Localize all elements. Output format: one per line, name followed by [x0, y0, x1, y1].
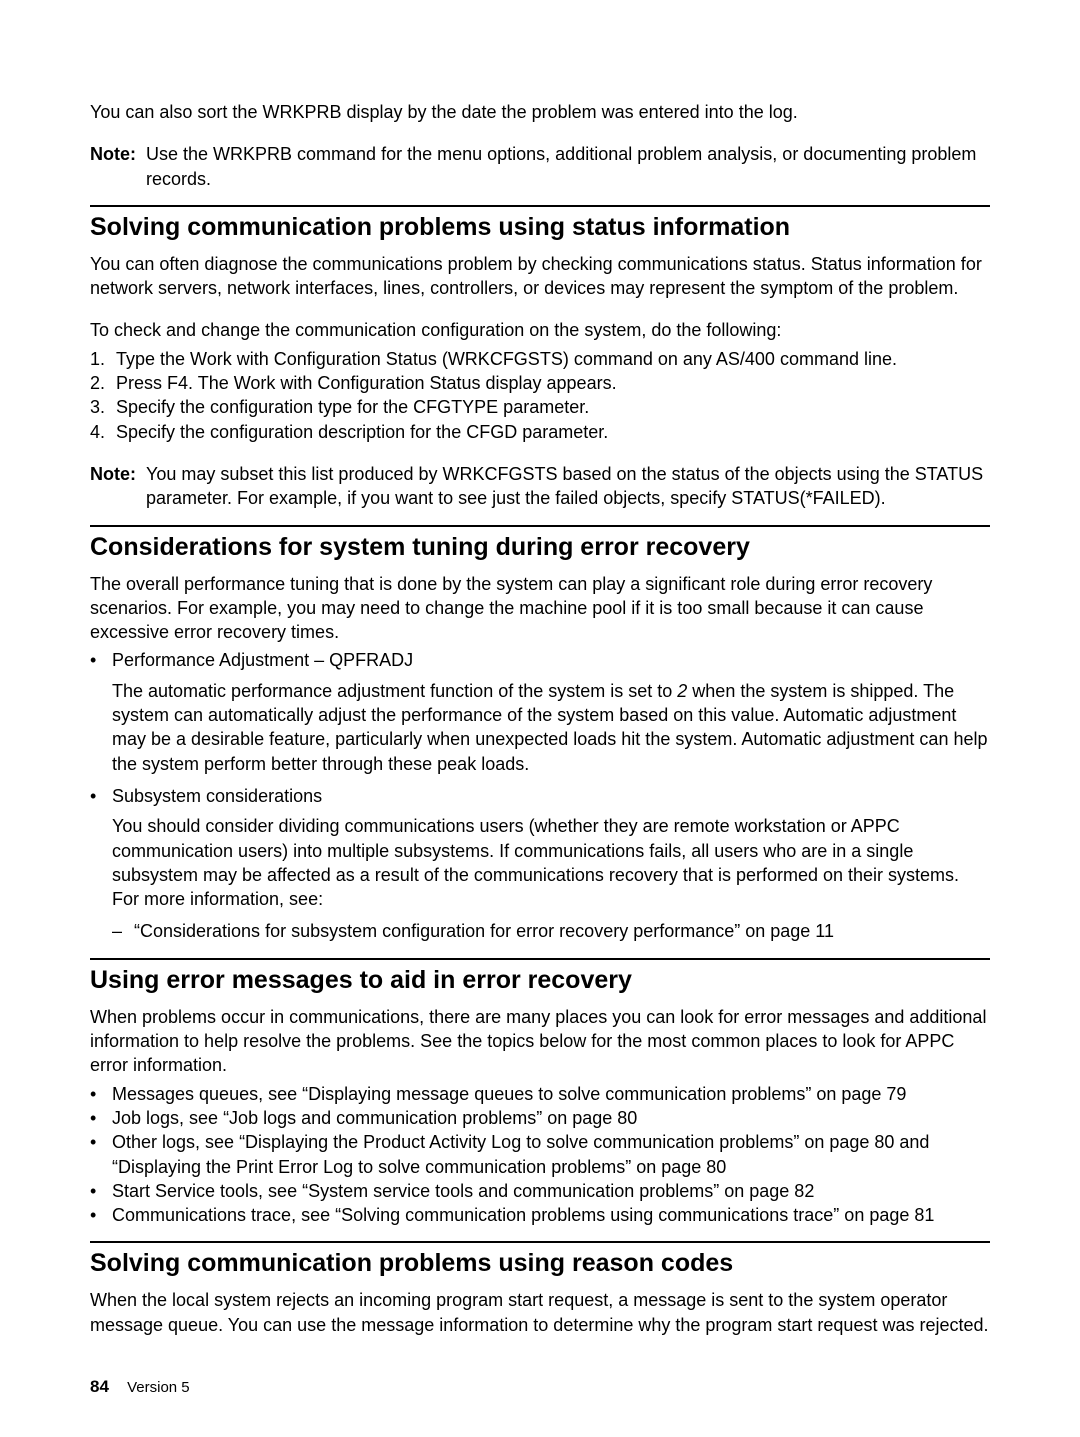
- note-label: Note:: [90, 142, 146, 191]
- note-block-1: Note: Use the WRKPRB command for the men…: [90, 142, 990, 191]
- section-heading: Solving communication problems using rea…: [90, 1249, 990, 1278]
- section2-para1: The overall performance tuning that is d…: [90, 572, 990, 645]
- list-item: 3.Specify the configuration type for the…: [90, 395, 990, 419]
- list-item: • Performance Adjustment – QPFRADJ: [90, 648, 990, 672]
- list-item: 1.Type the Work with Configuration Statu…: [90, 347, 990, 371]
- list-text: Specify the configuration description fo…: [116, 420, 608, 444]
- footer-text: Version 5: [127, 1379, 190, 1396]
- cross-ref: Job logs, see “Job logs and communicatio…: [112, 1106, 990, 1130]
- list-item: 2.Press F4. The Work with Configuration …: [90, 371, 990, 395]
- section-rule: [90, 205, 990, 207]
- list-item: •Other logs, see “Displaying the Product…: [90, 1130, 990, 1179]
- bullet-icon: •: [90, 784, 112, 808]
- section4-para1: When the local system rejects an incomin…: [90, 1288, 990, 1337]
- section-rule: [90, 1241, 990, 1243]
- list-number: 3.: [90, 395, 116, 419]
- list-item: •Start Service tools, see “System servic…: [90, 1179, 990, 1203]
- list-item: •Job logs, see “Job logs and communicati…: [90, 1106, 990, 1130]
- page: You can also sort the WRKPRB display by …: [0, 0, 1080, 1437]
- page-number: 84: [90, 1377, 109, 1396]
- section-rule: [90, 958, 990, 960]
- list-text: Subsystem considerations: [112, 784, 990, 808]
- emphasis: 2: [677, 681, 687, 701]
- note-body: You may subset this list produced by WRK…: [146, 462, 990, 511]
- list-number: 2.: [90, 371, 116, 395]
- section1-para1: You can often diagnose the communication…: [90, 252, 990, 301]
- list-item: • Subsystem considerations: [90, 784, 990, 808]
- list-item: •Messages queues, see “Displaying messag…: [90, 1082, 990, 1106]
- bullet-list: • Performance Adjustment – QPFRADJ The a…: [90, 648, 990, 943]
- note-block-2: Note: You may subset this list produced …: [90, 462, 990, 511]
- section-heading: Solving communication problems using sta…: [90, 213, 990, 242]
- body-pre: The automatic performance adjustment fun…: [112, 681, 677, 701]
- list-text: Type the Work with Configuration Status …: [116, 347, 897, 371]
- list-item-body: You should consider dividing communicati…: [112, 814, 990, 911]
- cross-ref: Communications trace, see “Solving commu…: [112, 1203, 990, 1227]
- section-heading: Using error messages to aid in error rec…: [90, 966, 990, 995]
- list-text: Performance Adjustment – QPFRADJ: [112, 648, 990, 672]
- note-label: Note:: [90, 462, 146, 511]
- list-text: Specify the configuration type for the C…: [116, 395, 589, 419]
- bullet-icon: •: [90, 1106, 112, 1130]
- sub-list-item: – “Considerations for subsystem configur…: [112, 919, 990, 943]
- cross-ref: Start Service tools, see “System service…: [112, 1179, 990, 1203]
- cross-ref: Messages queues, see “Displaying message…: [112, 1082, 990, 1106]
- section-rule: [90, 525, 990, 527]
- bullet-list: •Messages queues, see “Displaying messag…: [90, 1082, 990, 1228]
- bullet-icon: •: [90, 1179, 112, 1203]
- list-item: •Communications trace, see “Solving comm…: [90, 1203, 990, 1227]
- list-number: 4.: [90, 420, 116, 444]
- list-item: 4.Specify the configuration description …: [90, 420, 990, 444]
- ordered-list: 1.Type the Work with Configuration Statu…: [90, 347, 990, 444]
- page-footer: 84 Version 5: [90, 1377, 990, 1397]
- list-number: 1.: [90, 347, 116, 371]
- section1-para2: To check and change the communication co…: [90, 318, 990, 342]
- bullet-icon: •: [90, 648, 112, 672]
- section3-para1: When problems occur in communications, t…: [90, 1005, 990, 1078]
- section-heading: Considerations for system tuning during …: [90, 533, 990, 562]
- list-item-body: The automatic performance adjustment fun…: [112, 679, 990, 776]
- intro-paragraph: You can also sort the WRKPRB display by …: [90, 100, 990, 124]
- bullet-icon: •: [90, 1130, 112, 1179]
- bullet-icon: •: [90, 1082, 112, 1106]
- list-text: Press F4. The Work with Configuration St…: [116, 371, 617, 395]
- bullet-icon: •: [90, 1203, 112, 1227]
- dash-icon: –: [112, 919, 134, 943]
- cross-ref: “Considerations for subsystem configurat…: [134, 919, 990, 943]
- note-body: Use the WRKPRB command for the menu opti…: [146, 142, 990, 191]
- cross-ref: Other logs, see “Displaying the Product …: [112, 1130, 990, 1179]
